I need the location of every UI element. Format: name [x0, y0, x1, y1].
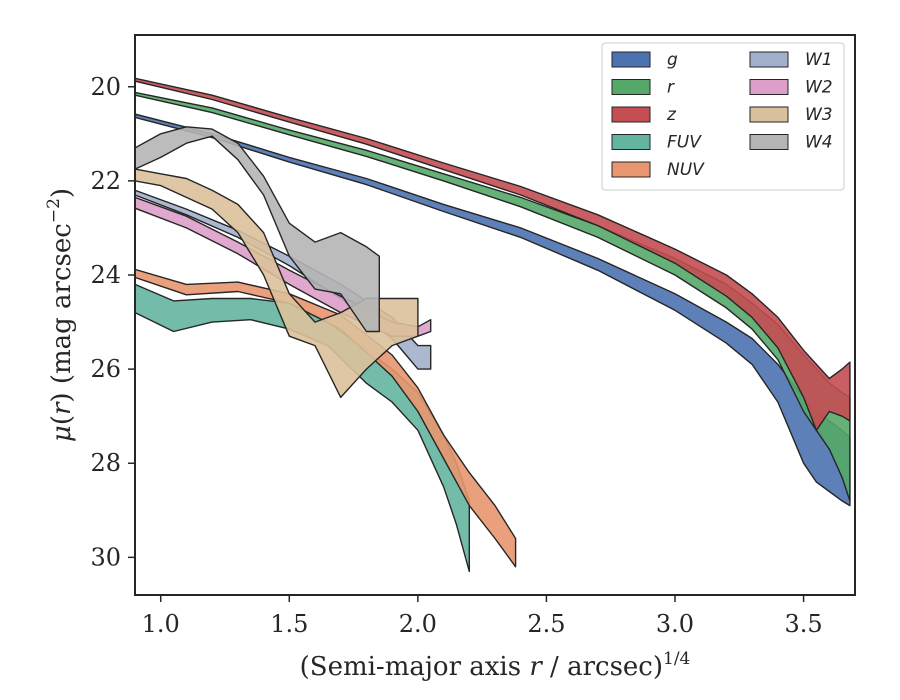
x-tick-label: 2.5: [527, 610, 565, 638]
y-tick-label: 24: [90, 261, 121, 289]
legend-swatch-z: [611, 106, 651, 123]
y-tick-label: 28: [90, 449, 121, 477]
band-r: [135, 91, 851, 502]
y-axis-label: μ(r) (mag arcsec−2): [44, 188, 77, 442]
legend-swatch-fuv: [611, 134, 651, 150]
legend-swatch-w1: [749, 51, 789, 68]
band-z: [135, 77, 851, 431]
legend-label-w1: W1: [805, 50, 833, 70]
legend-swatch-w4: [749, 134, 789, 150]
y-tick-label: 30: [90, 543, 121, 571]
legend-swatch-g: [611, 51, 651, 68]
y-tick-label: 26: [90, 355, 121, 383]
axes-layer: 1.0 1.5 2.0 2.5 3.0 3.5 20 22 24 26 28 30: [90, 73, 822, 638]
series-layer: [135, 77, 851, 573]
legend-swatch-w2: [749, 79, 789, 95]
x-axis-label: (Semi-major axis r / arcsec)1/4: [300, 649, 691, 682]
legend: grz FUV NUV W1 W2 W3 W4: [601, 42, 845, 191]
legend-label-nuv: NUV: [667, 160, 705, 180]
legend-label-g: g: [667, 50, 678, 70]
band-w3: [135, 168, 419, 399]
legend-label-r: r: [667, 78, 675, 98]
band-w4: [135, 126, 380, 333]
y-tick-label: 20: [90, 73, 121, 101]
band-w1: [135, 189, 432, 370]
legend-label-w2: W2: [805, 78, 833, 98]
legend-label-z: z: [666, 105, 677, 125]
x-tick-label: 1.5: [270, 610, 308, 638]
legend-label-w4: W4: [805, 133, 833, 153]
y-tick-label: 22: [90, 167, 121, 195]
legend-label-fuv: FUV: [667, 133, 702, 153]
legend-items: grz FUV NUV W1 W2 W3 W4: [611, 50, 833, 180]
legend-swatch-nuv: [611, 161, 651, 178]
band-g: [135, 113, 851, 507]
plot-frame: [134, 34, 856, 596]
legend-swatch-w3: [749, 106, 789, 123]
legend-swatch-r: [611, 79, 651, 95]
x-tick-label: 1.0: [142, 610, 180, 638]
x-tick-label: 3.0: [656, 610, 694, 638]
x-tick-label: 2.0: [399, 610, 437, 638]
legend-label-w3: W3: [805, 105, 833, 125]
band-nuv: [135, 268, 517, 568]
x-tick-label: 3.5: [784, 610, 822, 638]
